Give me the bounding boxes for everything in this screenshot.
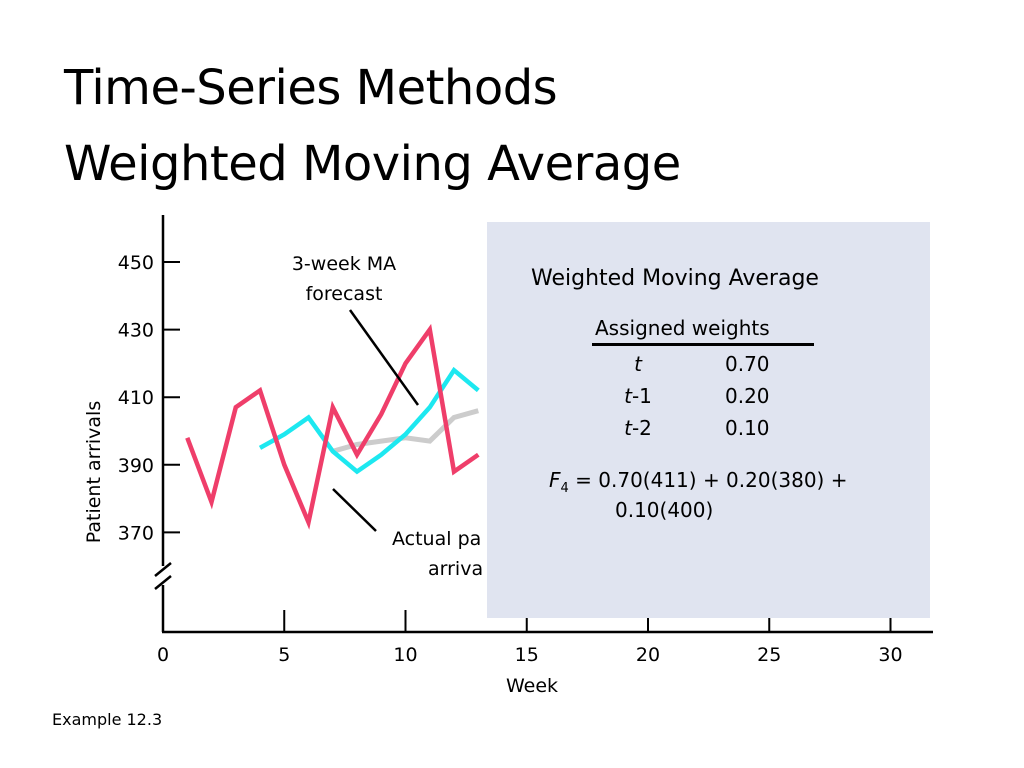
x-tick-label: 5 bbox=[278, 644, 290, 666]
x-axis-label: Week bbox=[506, 675, 558, 697]
axis-break-mark bbox=[154, 562, 172, 577]
x-tick-label: 15 bbox=[515, 644, 539, 666]
weights-header: Assigned weights bbox=[595, 316, 770, 340]
y-axis-label: Patient arrivals bbox=[83, 401, 105, 543]
weight-period: t-2 bbox=[624, 416, 652, 440]
x-tick-label: 0 bbox=[157, 644, 169, 666]
weights-header-rule bbox=[592, 343, 814, 346]
tick-label-layer: 370 390 410 430 450 0 5 10 15 20 25 30 bbox=[118, 252, 903, 666]
axis-break-mark bbox=[154, 575, 172, 590]
y-tick-label: 410 bbox=[118, 387, 154, 409]
y-tick-label: 390 bbox=[118, 455, 154, 477]
slide-title-line2: Weighted Moving Average bbox=[64, 136, 681, 192]
ma-forecast-pointer bbox=[348, 309, 420, 406]
annotation-layer: 3-week MA forecast Actual pa arriva bbox=[292, 253, 483, 580]
actual-arrivals-pointer bbox=[332, 488, 377, 532]
actual-arrivals-annotation: arriva bbox=[428, 558, 483, 580]
weight-value: 0.10 bbox=[725, 416, 770, 440]
ma-forecast-annotation: 3-week MA bbox=[292, 253, 396, 275]
formula-line-2: 0.10(400) bbox=[615, 498, 714, 522]
x-tick-label: 30 bbox=[878, 644, 902, 666]
formula-line-1: F4 = 0.70(411) + 0.20(380) + bbox=[549, 468, 848, 496]
ma-forecast-annotation: forecast bbox=[306, 283, 383, 305]
slide-title-line1: Time-Series Methods bbox=[64, 60, 558, 116]
x-tick-label: 10 bbox=[393, 644, 417, 666]
weighted-forecast-line bbox=[332, 408, 479, 454]
weight-period: t-1 bbox=[624, 384, 652, 408]
y-tick-label: 430 bbox=[118, 320, 154, 342]
axes-layer bbox=[154, 215, 933, 634]
actual-arrivals-annotation: Actual pa bbox=[392, 528, 481, 550]
weight-period: t bbox=[634, 352, 642, 376]
x-tick-label: 20 bbox=[636, 644, 660, 666]
weight-value: 0.70 bbox=[725, 352, 770, 376]
weight-value: 0.20 bbox=[725, 384, 770, 408]
series-layer bbox=[185, 323, 480, 530]
x-tick-label: 25 bbox=[757, 644, 781, 666]
y-tick-label: 450 bbox=[118, 252, 154, 274]
actual-arrivals-line bbox=[185, 323, 480, 530]
example-reference: Example 12.3 bbox=[52, 710, 163, 729]
y-tick-label: 370 bbox=[118, 522, 154, 544]
weighted-average-panel: Weighted Moving Average Assigned weights… bbox=[487, 222, 930, 618]
panel-title: Weighted Moving Average bbox=[531, 266, 819, 291]
